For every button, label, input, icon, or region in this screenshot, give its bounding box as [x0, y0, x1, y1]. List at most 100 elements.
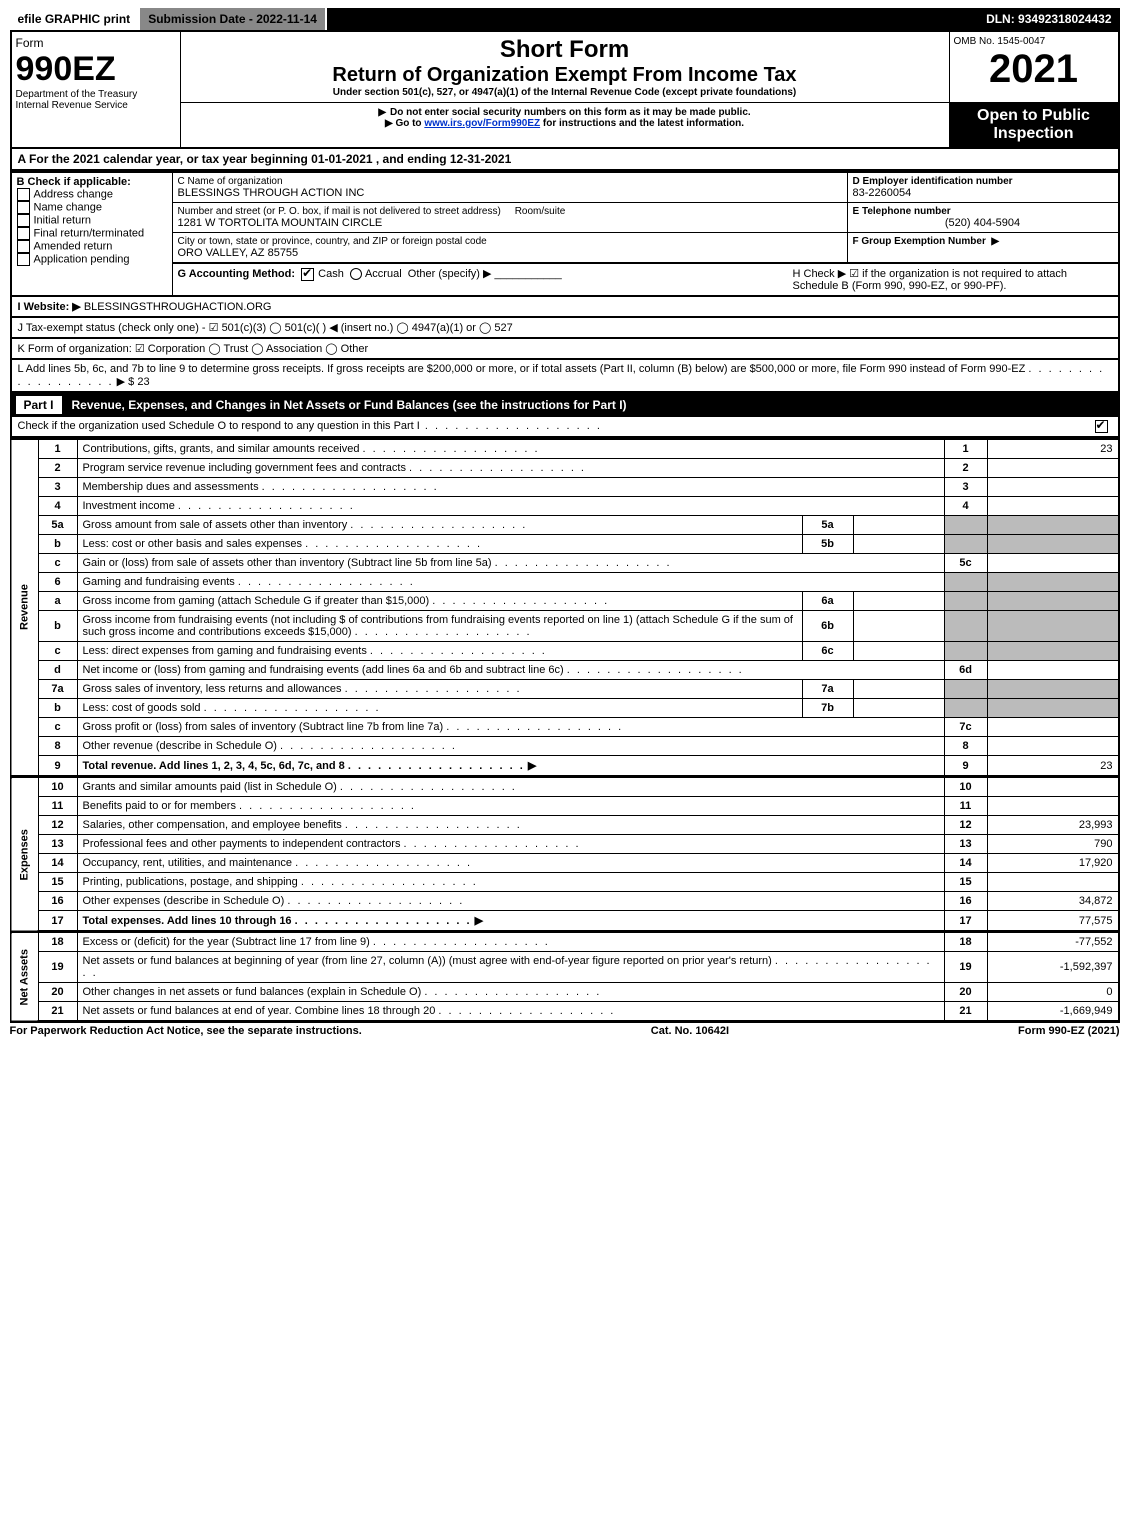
line-number: b [38, 699, 77, 718]
line-number: 12 [38, 816, 77, 835]
right-line-number: 18 [944, 933, 987, 952]
check-initial-return[interactable]: Initial return [17, 214, 167, 227]
line-description: Net income or (loss) from gaming and fun… [77, 661, 944, 680]
line-number: 20 [38, 983, 77, 1002]
right-line-number: 15 [944, 873, 987, 892]
line-description: Less: direct expenses from gaming and fu… [77, 642, 802, 661]
table-row: cGross profit or (loss) from sales of in… [11, 718, 1119, 737]
line-description: Salaries, other compensation, and employ… [77, 816, 944, 835]
right-line-value [987, 737, 1119, 756]
check-amended-return[interactable]: Amended return [17, 240, 167, 253]
table-row: bLess: cost of goods sold 7b [11, 699, 1119, 718]
right-line-number: 4 [944, 497, 987, 516]
table-row: 5aGross amount from sale of assets other… [11, 516, 1119, 535]
right-line-value: -77,552 [987, 933, 1119, 952]
right-line-number: 21 [944, 1002, 987, 1022]
line-number: b [38, 611, 77, 642]
line-description: Gross income from fundraising events (no… [77, 611, 802, 642]
efile-label: efile GRAPHIC print [10, 8, 141, 30]
shaded-cell [987, 573, 1119, 592]
top-bar: efile GRAPHIC print Submission Date - 20… [10, 8, 1120, 30]
line-description: Excess or (deficit) for the year (Subtra… [77, 933, 944, 952]
line-description: Gaming and fundraising events [77, 573, 944, 592]
phone-label: E Telephone number [853, 206, 1113, 217]
line-a: A For the 2021 calendar year, or tax yea… [10, 149, 1120, 171]
line-description: Less: cost of goods sold [77, 699, 802, 718]
table-row: 2Program service revenue including gover… [11, 459, 1119, 478]
accounting-method-label: G Accounting Method: [178, 268, 296, 280]
line-description: Net assets or fund balances at beginning… [77, 952, 944, 983]
right-line-number: 7c [944, 718, 987, 737]
line-number: c [38, 554, 77, 573]
netassets-table: Net Assets 18Excess or (deficit) for the … [10, 932, 1120, 1022]
line-number: d [38, 661, 77, 680]
tax-year: 2021 [954, 47, 1114, 92]
line-number: 9 [38, 756, 77, 777]
right-line-value [987, 497, 1119, 516]
right-line-number: 11 [944, 797, 987, 816]
line-number: 2 [38, 459, 77, 478]
check-final-return[interactable]: Final return/terminated [17, 227, 167, 240]
table-row: cLess: direct expenses from gaming and f… [11, 642, 1119, 661]
schedule-o-checkbox[interactable] [1095, 420, 1108, 433]
omb-number: OMB No. 1545-0047 [954, 36, 1114, 47]
section-side-label: Net Assets [11, 933, 39, 1022]
sub-line-value [853, 516, 944, 535]
line-number: 10 [38, 778, 77, 797]
city-value: ORO VALLEY, AZ 85755 [178, 247, 842, 259]
check-name-change[interactable]: Name change [17, 201, 167, 214]
accounting-accrual-radio[interactable] [350, 268, 362, 280]
sub-line-value [853, 592, 944, 611]
group-exemption-label: F Group Exemption Number ▶ [853, 236, 1113, 247]
line-number: 5a [38, 516, 77, 535]
check-address-change[interactable]: Address change [17, 188, 167, 201]
table-row: cGain or (loss) from sale of assets othe… [11, 554, 1119, 573]
part-1-label: Part I [16, 396, 62, 414]
right-line-value: 23,993 [987, 816, 1119, 835]
table-row: 13Professional fees and other payments t… [11, 835, 1119, 854]
right-line-value [987, 478, 1119, 497]
line-number: c [38, 642, 77, 661]
street-label: Number and street (or P. O. box, if mail… [178, 206, 501, 217]
right-line-number: 13 [944, 835, 987, 854]
shaded-cell [987, 516, 1119, 535]
room-label: Room/suite [515, 206, 566, 217]
right-line-value: 790 [987, 835, 1119, 854]
line-number: 14 [38, 854, 77, 873]
sub-line-number: 6b [802, 611, 853, 642]
right-line-number: 3 [944, 478, 987, 497]
line-description: Gross income from gaming (attach Schedul… [77, 592, 802, 611]
shaded-cell [987, 642, 1119, 661]
expenses-table: Expenses10Grants and similar amounts pai… [10, 777, 1120, 932]
right-line-value: 23 [987, 439, 1119, 459]
right-line-value [987, 459, 1119, 478]
sub-line-number: 5a [802, 516, 853, 535]
check-application-pending[interactable]: Application pending [17, 253, 167, 266]
shaded-cell [944, 516, 987, 535]
line-number: 13 [38, 835, 77, 854]
right-line-number: 2 [944, 459, 987, 478]
sub-line-number: 7a [802, 680, 853, 699]
right-line-value [987, 778, 1119, 797]
right-line-number: 16 [944, 892, 987, 911]
right-line-value: 0 [987, 983, 1119, 1002]
website-link[interactable]: BLESSINGSTHROUGHACTION.ORG [84, 301, 272, 313]
phone-value: (520) 404-5904 [853, 217, 1113, 229]
right-line-value [987, 718, 1119, 737]
line-number: 8 [38, 737, 77, 756]
irs-link[interactable]: www.irs.gov/Form990EZ [424, 118, 540, 129]
form-of-organization: K Form of organization: ☑ Corporation ◯ … [10, 339, 1120, 360]
city-label: City or town, state or province, country… [178, 236, 842, 247]
return-title: Return of Organization Exempt From Incom… [185, 64, 945, 87]
table-row: 9Total revenue. Add lines 1, 2, 3, 4, 5c… [11, 756, 1119, 777]
line-number: 19 [38, 952, 77, 983]
shaded-cell [987, 592, 1119, 611]
table-row: 21Net assets or fund balances at end of … [11, 1002, 1119, 1022]
goto-instructions: ▶ Go to www.irs.gov/Form990EZ for instru… [185, 118, 945, 129]
line-description: Printing, publications, postage, and shi… [77, 873, 944, 892]
shaded-cell [987, 535, 1119, 554]
sub-line-number: 6c [802, 642, 853, 661]
tax-exempt-status: J Tax-exempt status (check only one) - ☑… [10, 318, 1120, 339]
revenue-table: Revenue1Contributions, gifts, grants, an… [10, 438, 1120, 777]
accounting-cash-check[interactable] [301, 268, 314, 281]
